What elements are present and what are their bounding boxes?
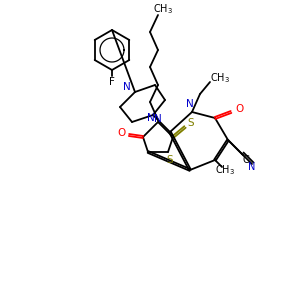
- Text: N: N: [154, 114, 162, 124]
- Text: CH$_3$: CH$_3$: [215, 163, 235, 177]
- Text: S: S: [167, 155, 173, 165]
- Text: O: O: [118, 128, 126, 138]
- Text: CH$_3$: CH$_3$: [153, 2, 173, 16]
- Text: F: F: [109, 77, 115, 87]
- Text: N: N: [123, 82, 131, 92]
- Text: N: N: [147, 113, 155, 123]
- Text: O: O: [235, 104, 243, 114]
- Text: CH$_3$: CH$_3$: [210, 71, 230, 85]
- Text: N: N: [186, 99, 194, 109]
- Text: C: C: [243, 155, 249, 165]
- Text: N: N: [248, 162, 256, 172]
- Text: S: S: [188, 118, 194, 128]
